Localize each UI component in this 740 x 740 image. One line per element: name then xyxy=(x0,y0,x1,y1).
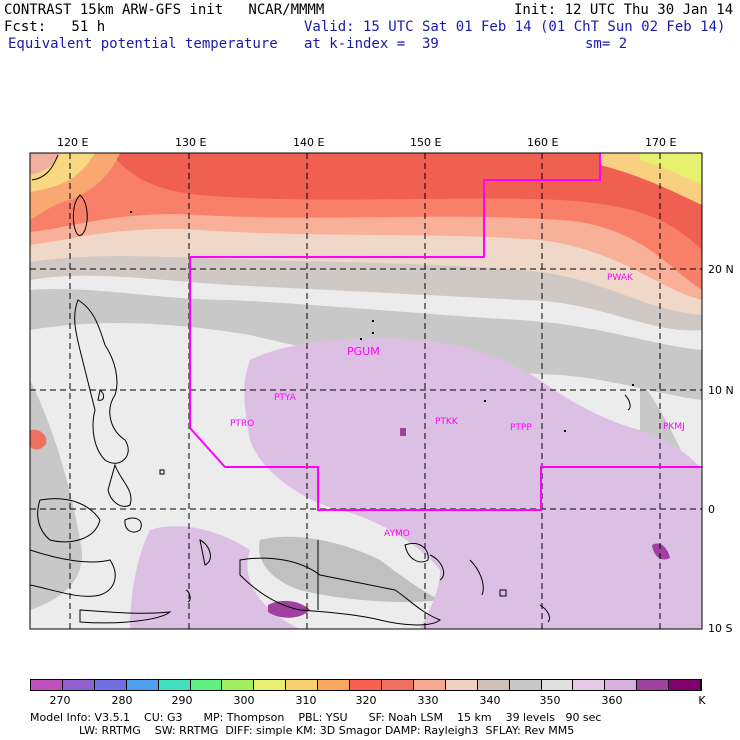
shade-gray-newguinea xyxy=(259,536,440,602)
lat-label-10n: 10 N xyxy=(708,384,734,397)
colorbar-swatch xyxy=(381,680,414,690)
small-islands xyxy=(130,211,634,432)
shade-purple-dark-3 xyxy=(400,428,406,436)
colorbar-swatch xyxy=(541,680,574,690)
coastlines xyxy=(30,154,631,626)
shade-purple-dark-2 xyxy=(652,543,670,560)
colorbar-swatch xyxy=(286,680,319,690)
title-line: CONTRAST 15km ARW-GFS init NCAR/MMMM xyxy=(4,2,325,18)
colorbar-swatch xyxy=(94,680,127,690)
colorbar-swatch xyxy=(190,680,223,690)
colorbar-label-280: 280 xyxy=(111,694,133,707)
colorbar-swatch xyxy=(350,680,382,690)
smoothing-info: sm= 2 xyxy=(585,36,628,52)
shade-top-right-green xyxy=(640,153,702,185)
init-time: Init: 12 UTC Thu 30 Jan 14 xyxy=(514,2,734,18)
shade-purple-dark-1 xyxy=(268,600,310,618)
station-ptya: PTYA xyxy=(274,393,296,403)
valid-time: Valid: 15 UTC Sat 01 Feb 14 (01 ChT Sun … xyxy=(304,19,726,35)
model-info-line1: Model Info: V3.5.1 CU: G3 MP: Thompson P… xyxy=(30,711,602,724)
station-pwak: PWAK xyxy=(607,273,633,283)
colorbar-label-290: 290 xyxy=(171,694,193,707)
colorbar-swatch xyxy=(158,680,191,690)
colorbar-swatch xyxy=(62,680,95,690)
lon-label-140e: 140 E xyxy=(293,136,325,149)
domain-boundary xyxy=(189,153,702,511)
colorbar-swatch xyxy=(573,680,606,690)
lon-label-130e: 130 E xyxy=(175,136,207,149)
shade-red-patch xyxy=(30,429,47,450)
colorbar-swatch xyxy=(669,680,702,690)
colorbar-swatch xyxy=(605,680,638,690)
colorbar-label-270: 270 xyxy=(49,694,71,707)
lon-label-160e: 160 E xyxy=(527,136,559,149)
colorbar-swatch xyxy=(509,680,542,690)
colorbar-swatch xyxy=(31,680,63,690)
model-info-line2: LW: RRTMG SW: RRTMG DIFF: simple KM: 3D … xyxy=(30,724,575,737)
shade-band-380-left xyxy=(30,153,60,175)
lat-label-20n: 20 N xyxy=(708,263,734,276)
level-info: at k-index = 39 xyxy=(304,36,439,52)
lon-label-120e: 120 E xyxy=(57,136,89,149)
station-ptpp: PTPP xyxy=(510,423,532,433)
colorbar-swatch xyxy=(126,680,159,690)
station-pgum: PGUM xyxy=(347,345,380,358)
lon-label-170e: 170 E xyxy=(645,136,677,149)
colorbar-label-300: 300 xyxy=(233,694,255,707)
colorbar xyxy=(30,679,702,691)
lon-label-150e: 150 E xyxy=(410,136,442,149)
colorbar-swatch xyxy=(318,680,351,690)
lat-label-10s: 10 S xyxy=(708,622,733,635)
colorbar-label-360: 360 xyxy=(601,694,623,707)
colorbar-unit: K xyxy=(698,694,706,707)
colorbar-swatch xyxy=(637,680,670,690)
shade-purple-south xyxy=(130,526,300,629)
forecast-hour: Fcst: 51 h xyxy=(4,19,106,35)
shade-band-330 xyxy=(110,153,702,250)
colorbar-label-330: 330 xyxy=(417,694,439,707)
colorbar-label-340: 340 xyxy=(479,694,501,707)
colorbar-swatch xyxy=(222,680,255,690)
colorbar-label-320: 320 xyxy=(355,694,377,707)
colorbar-swatch xyxy=(254,680,287,690)
colorbar-swatch xyxy=(413,680,446,690)
lat-label-0: 0 xyxy=(708,503,715,516)
colorbar-label-350: 350 xyxy=(539,694,561,707)
map-frame xyxy=(29,152,703,630)
station-aymo: AYMO xyxy=(384,529,410,539)
station-pkmj: PKMJ xyxy=(663,422,685,432)
station-ptkk: PTKK xyxy=(435,417,458,427)
colorbar-label-310: 310 xyxy=(295,694,317,707)
field-name: Equivalent potential temperature xyxy=(8,36,278,52)
colorbar-swatch xyxy=(477,680,510,690)
colorbar-swatch xyxy=(445,680,478,690)
station-ptro: PTRO xyxy=(230,419,255,429)
